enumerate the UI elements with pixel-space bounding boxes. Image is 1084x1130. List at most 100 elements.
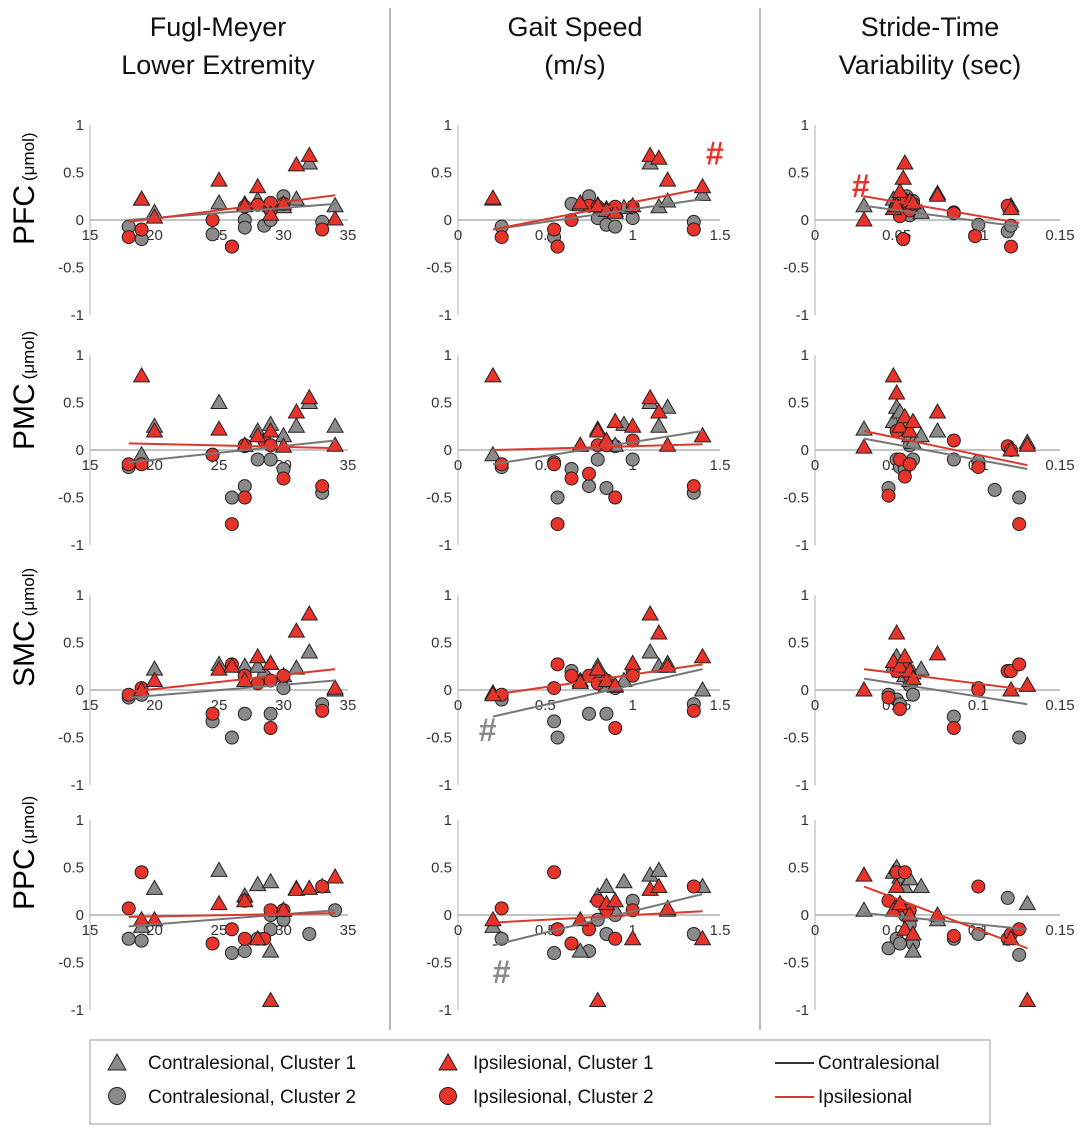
panel-r0c0-contra-c1-point [300, 153, 319, 170]
panel-r2c1-contra-c2-point [599, 706, 614, 721]
panel-r1c2-ipsi-c1-point [884, 366, 903, 383]
column-titles: Fugl-Meyer Lower Extremity Gait Speed (m… [121, 12, 1021, 80]
panel-r2c0-contra-fit-line [128, 679, 336, 699]
panel-r0c1-xtick-label: 1.5 [710, 227, 731, 244]
panel-r0c1-ipsi-c2-point [547, 222, 562, 237]
row-label-ppc-unit: (μmol) [19, 796, 38, 845]
row-label-smc-unit: (μmol) [19, 568, 38, 617]
panel-r2c0-ytick-label: 0.5 [63, 635, 84, 652]
panel-r3c0-ipsi-c1-point [261, 991, 280, 1007]
panel-r1c1-xtick-label: 0 [454, 457, 462, 474]
panel-r2c2-ipsi-c1-point [887, 623, 906, 640]
panel-r1c1-contra-c2-point [625, 452, 640, 467]
panel-r3c1-ytick-label: 0 [444, 907, 452, 924]
panel-r3c1-xtick-label: 0 [454, 922, 462, 939]
panel-r2c1-ipsi-c2-point [564, 668, 579, 683]
panel-r3c0-contra-c2-point [302, 927, 317, 941]
panel-r3c2-contra-c1-point [1018, 894, 1037, 911]
panel-r1c0-ytick-label: 1 [76, 347, 84, 364]
panel-r2c0-ytick-label: -0.5 [58, 730, 84, 747]
panel-r0c0-ipsi-c1-point [132, 190, 151, 206]
col-title-fugl-meyer-line1: Fugl-Meyer [150, 12, 287, 42]
panel-r2c1-ipsi-c1-point [650, 623, 668, 640]
panel-r1c2-contra-c2-point [1012, 490, 1027, 505]
panel-r1c1-ipsi-c1-point [606, 412, 625, 428]
panel-r2c1-ipsi-c1-point [588, 660, 607, 676]
panel-r1c1-ipsi-c1-point [641, 388, 659, 405]
panel-r1c0-ytick-label: 0 [76, 442, 84, 459]
panel-r1c2-contra-c1-point [928, 421, 947, 438]
panel-r1c1-ytick-label: 1 [444, 347, 452, 364]
panel-r0c1-contra-fit-line [492, 198, 703, 231]
panel-r2c1-ipsi-c2-point [547, 681, 562, 696]
panel-r2c2-xtick-label: 0.15 [1045, 697, 1074, 714]
row-label-pmc-unit: (μmol) [19, 331, 38, 380]
panel-r1c2-ipsi-c2-point [897, 469, 912, 484]
panel-r3c0-contra-c2-point [224, 946, 239, 960]
panel-r1c0-ytick-label: -1 [71, 537, 84, 554]
panel-r3c0-ipsi-c1-point [274, 901, 293, 917]
panel-r0c1-ipsi-c2-point [686, 222, 701, 237]
panel-r1c2-ytick-label: -1 [796, 537, 809, 554]
row-label-pmc-abbr: PMC [8, 383, 41, 450]
panel-r2c2-ytick-label: -0.5 [783, 730, 809, 747]
panel-r1c1-ipsi-c1-point [623, 417, 642, 433]
panel-r2c2-ipsi-c1-point [928, 644, 947, 661]
panel-r3c0-contra-c2-point [237, 944, 252, 959]
panel-r2c0-ipsi-c1-point [287, 622, 306, 638]
panel-r0c0-xtick-label: 35 [340, 227, 357, 244]
panel-r2c2: 10.50-0.5-100.050.10.15 [783, 587, 1074, 794]
panel-r3c1-ipsi-c2-point [608, 931, 623, 946]
panel-r0c2-ipsi-c1-point [895, 153, 914, 170]
panel-r1c0-contra-c1-point [326, 417, 344, 433]
panel-r2c0-ipsi-c2-point [205, 706, 220, 721]
panel-r0c0-ipsi-c2-point [121, 230, 136, 245]
panel-r0c1-ipsi-c1-point [571, 193, 590, 210]
panel-r1c2-ipsi-c2-point [971, 460, 986, 475]
panel-r0c2-xtick-label: 0 [811, 227, 819, 244]
panel-r0c2-ipsi-c2-point [896, 232, 911, 246]
panel-r1c2-ipsi-c1-point [855, 438, 873, 454]
row-label-pfc-unit: (μmol) [19, 132, 38, 181]
panel-r1c1-ipsi-c2-point [550, 517, 565, 532]
legend-ipsi-c2-marker [439, 1087, 457, 1105]
panel-r2c1-contra-c1-point [693, 680, 712, 697]
panel-r0c1-ytick-label: 0.5 [431, 165, 452, 182]
panel-r1c2-ipsi-c1-point [900, 421, 919, 438]
panel-r0c2-ipsi-c1-point [1002, 199, 1020, 216]
panel-r2c0-contra-c2-point [263, 706, 278, 721]
panel-r3c0-contra-c1-point [145, 879, 164, 895]
row-label-pfc-abbr: PFC [8, 185, 41, 245]
panel-r1c0-contra-c2-point [250, 452, 265, 467]
panel-r3c2-ipsi-c1-point [895, 920, 914, 936]
panel-r3c0-ipsi-fit-line [128, 912, 336, 918]
panel-r0c2-contra-fit-line [863, 204, 1020, 228]
panel-r3c2-xtick-label: 0.15 [1045, 922, 1074, 939]
panel-r3c1-ytick-label: 1 [444, 812, 452, 829]
row-label-smc-abbr: SMC [8, 620, 41, 687]
panel-r2c1-contra-fit-line [492, 668, 703, 718]
panel-r1c2-ipsi-c1-point [1018, 436, 1037, 452]
panel-r2c1-xtick-label: 0 [454, 697, 462, 714]
panel-r3c0-xtick-label: 25 [211, 922, 228, 939]
panel-r0c0-ipsi-c2-point [315, 222, 330, 237]
panel-r2c1-ipsi-fit-line [492, 663, 703, 696]
panel-r0c0-xtick-label: 30 [275, 227, 292, 244]
svg-text:PFC(μmol): PFC (μmol) [8, 132, 41, 245]
panel-r1c0-contra-c1-point [287, 417, 306, 433]
panel-r1c1-ipsi-c2-point [686, 479, 701, 494]
panel-r0c1-ytick-label: -1 [439, 307, 452, 324]
panel-r1c0-ipsi-c1-point [248, 426, 267, 443]
panel-r2c0-contra-c2-point [237, 706, 252, 721]
panel-r2c2-ipsi-c2-point [946, 721, 961, 735]
panel-r3c0-ipsi-c1-point [210, 894, 228, 911]
panel-r0c0-contra-c2-point [237, 220, 252, 235]
panel-r1c2-ipsi-c1-point [928, 402, 947, 419]
col-title-fugl-meyer-line2: Lower Extremity [121, 50, 315, 80]
panel-r2c0-ytick-label: -1 [71, 777, 84, 794]
panel-r2c1-ytick-label: 0.5 [431, 635, 452, 652]
panel-r1c1-contra-c2-point [582, 479, 596, 494]
panel-r3c1-contra-c1-point [571, 942, 590, 958]
row-label-pfc: PFC (μmol) [8, 132, 41, 245]
